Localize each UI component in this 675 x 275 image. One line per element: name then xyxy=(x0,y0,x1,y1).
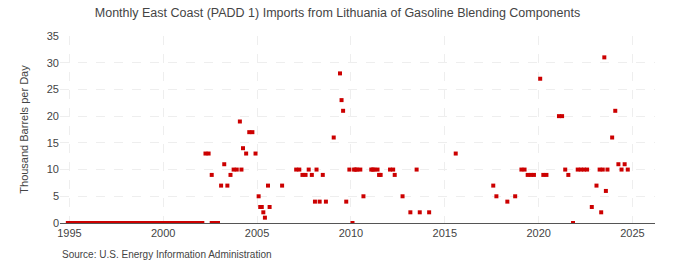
svg-text:5: 5 xyxy=(53,190,59,202)
svg-text:10: 10 xyxy=(47,163,59,175)
svg-text:25: 25 xyxy=(47,83,59,95)
svg-text:35: 35 xyxy=(47,30,59,42)
svg-text:2025: 2025 xyxy=(620,227,644,239)
svg-text:2010: 2010 xyxy=(339,227,363,239)
svg-text:2005: 2005 xyxy=(245,227,269,239)
svg-text:2000: 2000 xyxy=(151,227,175,239)
svg-text:2015: 2015 xyxy=(433,227,457,239)
svg-text:Source: U.S. Energy Informatio: Source: U.S. Energy Information Administ… xyxy=(62,249,272,260)
svg-text:Thousand Barrels per Day: Thousand Barrels per Day xyxy=(18,65,30,194)
svg-text:2020: 2020 xyxy=(526,227,550,239)
svg-text:Monthly East Coast (PADD 1) Im: Monthly East Coast (PADD 1) Imports from… xyxy=(95,6,580,20)
svg-text:30: 30 xyxy=(47,57,59,69)
svg-text:1995: 1995 xyxy=(57,227,81,239)
svg-text:0: 0 xyxy=(53,217,59,229)
svg-text:20: 20 xyxy=(47,110,59,122)
svg-text:15: 15 xyxy=(47,137,59,149)
